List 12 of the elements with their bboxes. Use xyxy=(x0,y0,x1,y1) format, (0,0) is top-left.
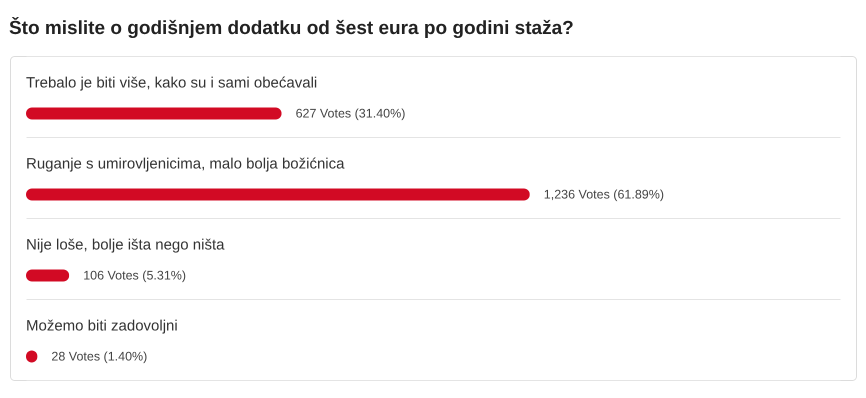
data-label: 106 Votes (5.31%) xyxy=(83,268,186,282)
y-tick-label: Ruganje s umirovljenicima, malo bolja božićnica xyxy=(26,156,346,172)
bar xyxy=(26,270,70,282)
y-tick-label: Nije loše, bolje išta nego ništa xyxy=(26,236,226,254)
y-tick-label: Trebalo je biti više, kako su i sami obećavali xyxy=(26,74,318,92)
data-label: 1,236 Votes (61.89%) xyxy=(544,188,664,202)
y-tick-label: Možemo biti zadovoljni xyxy=(26,318,178,334)
data-label: 627 Votes (31.40%) xyxy=(296,106,406,120)
chart-title: Što mislite o godišnjem dodatku od šest eura po godini staža? xyxy=(9,16,574,39)
bar xyxy=(26,188,530,200)
bar xyxy=(26,108,282,120)
data-label: 28 Votes (1.40%) xyxy=(51,350,148,364)
